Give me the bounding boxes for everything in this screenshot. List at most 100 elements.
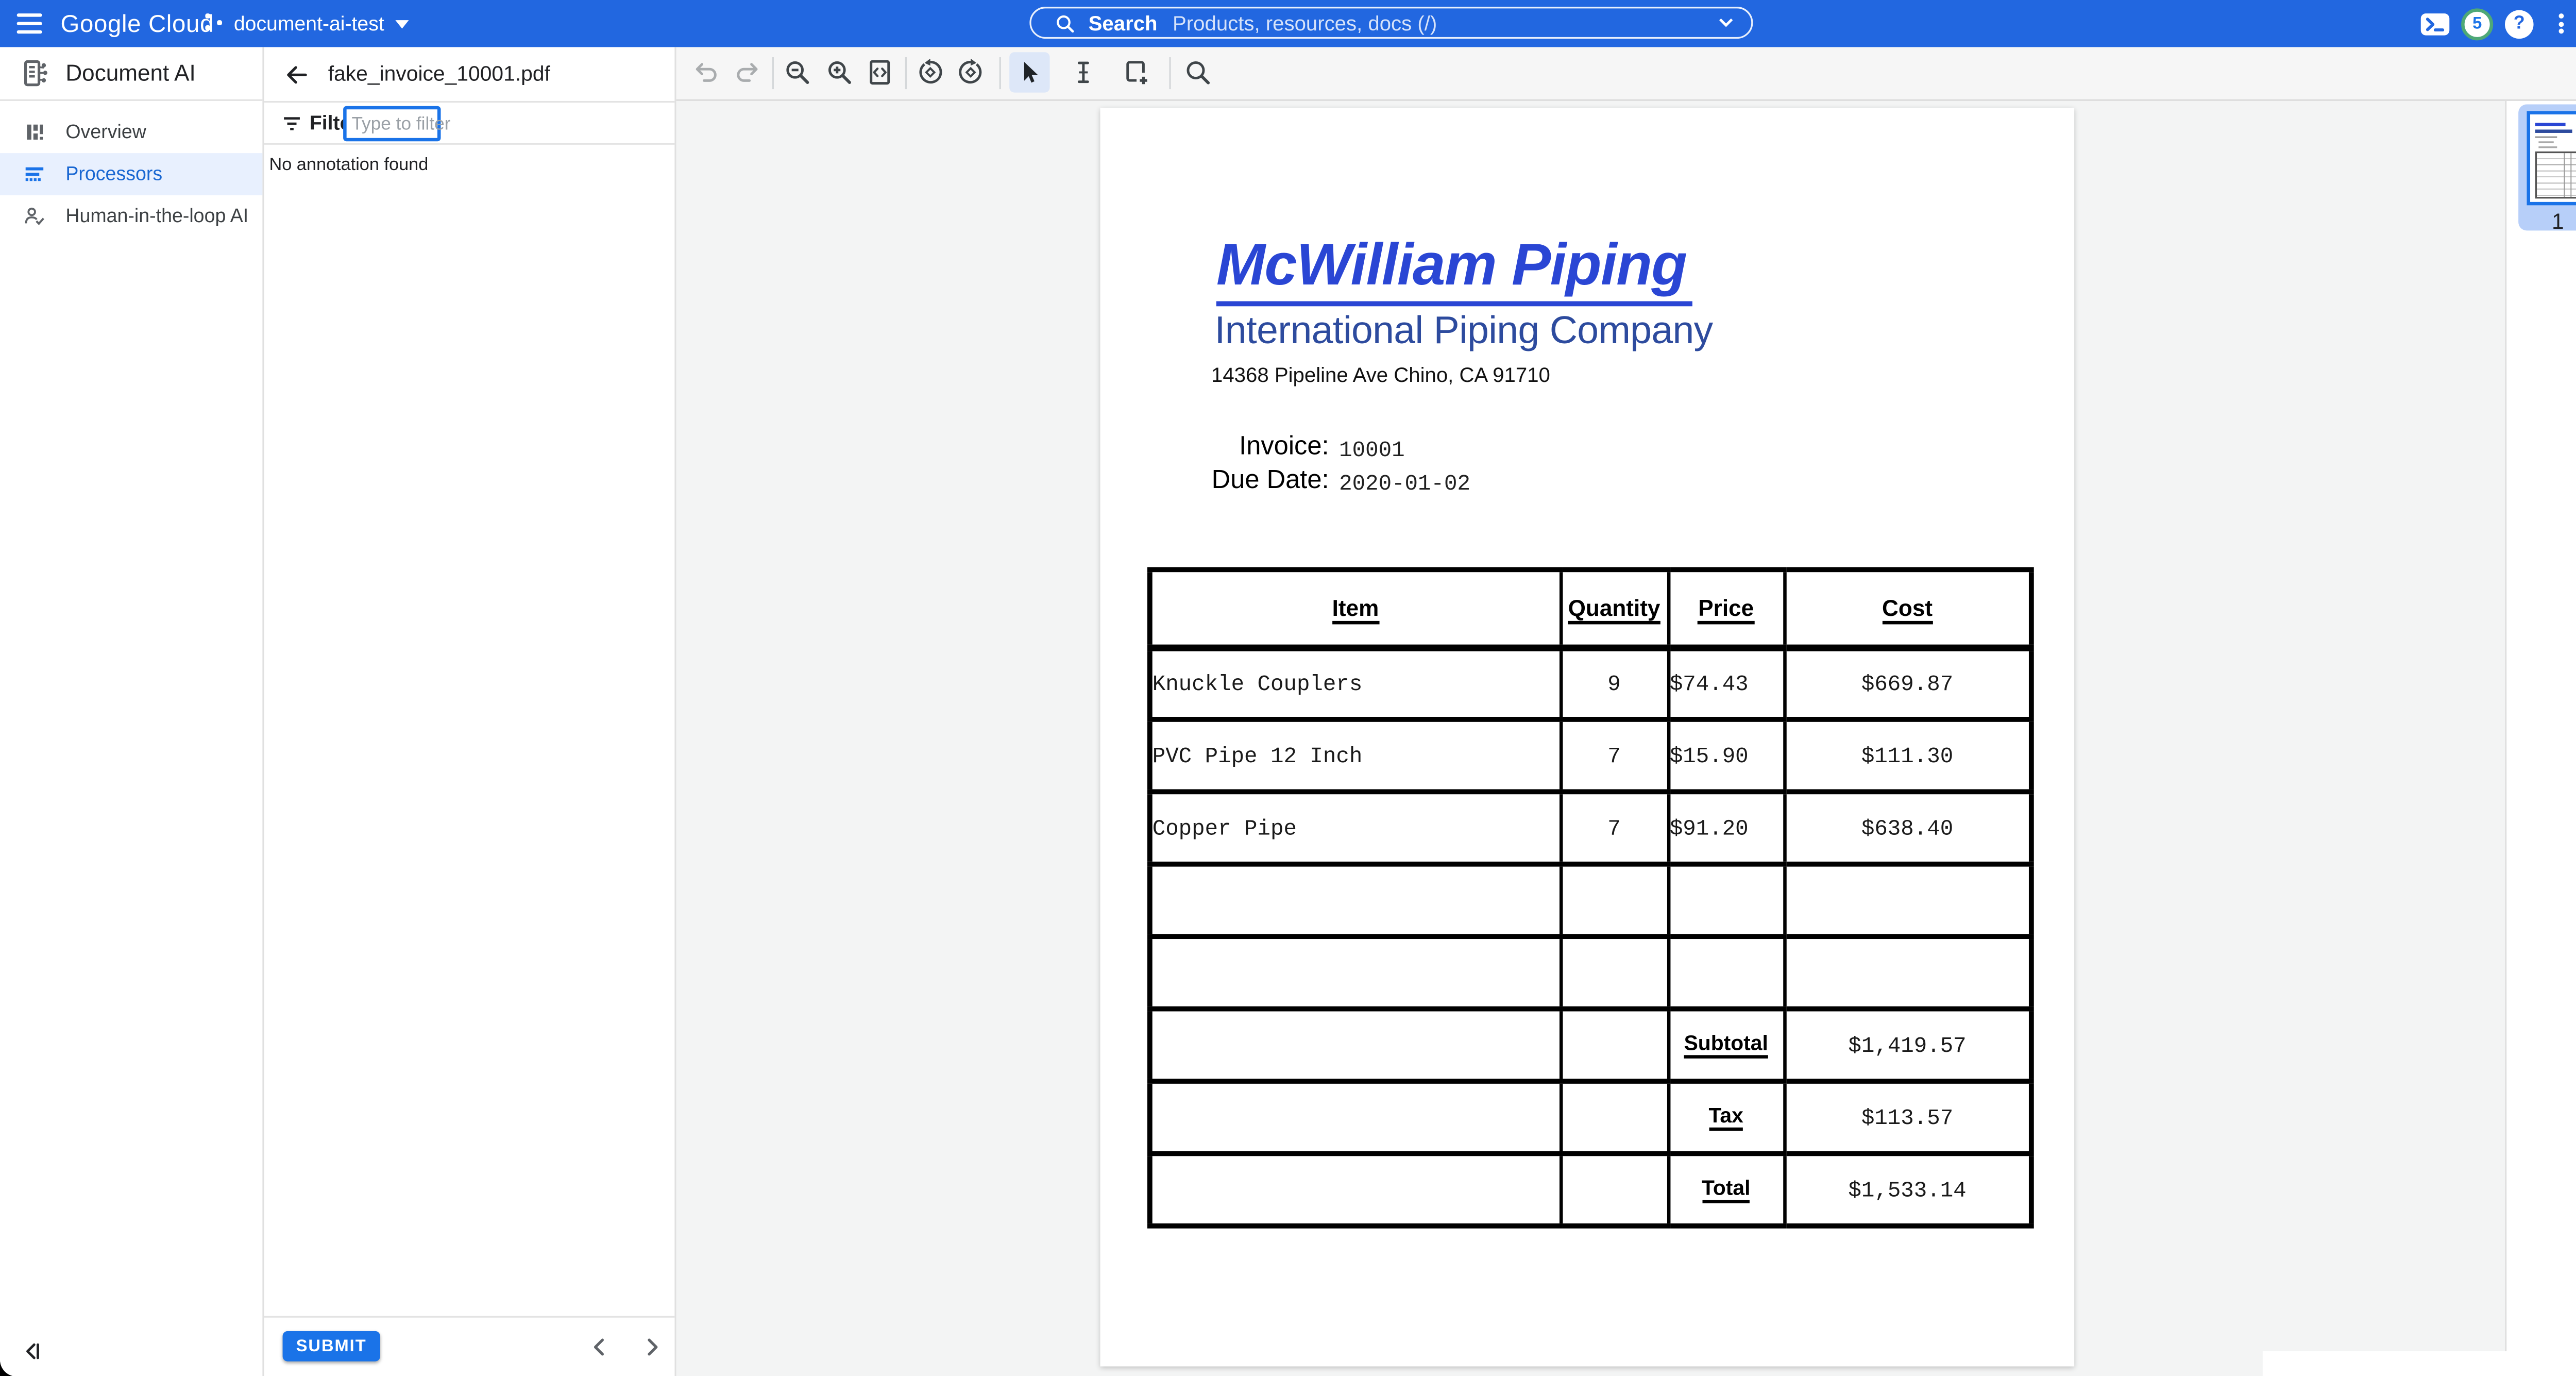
due-date-value: 2020-01-02: [1339, 470, 1470, 496]
invoice-total-row: Tax $113.57: [1148, 1079, 2033, 1156]
google-cloud-logo[interactable]: Google Cloud: [60, 11, 214, 38]
invoice-cell: [1558, 934, 1670, 1012]
invoice-cell: Subtotal: [1666, 1006, 1786, 1084]
page-thumbnail[interactable]: 1: [2518, 104, 2576, 234]
search-input[interactable]: Search Products, resources, docs (/): [1029, 7, 1753, 39]
filter-input[interactable]: Type to filter: [343, 106, 450, 142]
collapse-panel-icon[interactable]: [17, 1338, 47, 1365]
filter-icon: [284, 116, 300, 129]
search-document-icon[interactable]: [1178, 52, 1218, 92]
processors-icon: [25, 167, 44, 181]
invoice-cell: [1558, 861, 1670, 939]
invoice-cell: [1558, 1006, 1670, 1084]
invoice-column-header: Item: [1148, 567, 1562, 651]
cloud-shell-icon: [2420, 12, 2450, 35]
sidebar-item-label: Human-in-the-loop AI: [65, 206, 249, 227]
invoice-table-head: Item Quantity Price Cost: [1148, 567, 2033, 651]
invoice-address: 14368 Pipeline Ave Chino, CA 91710: [1211, 363, 1550, 388]
overlay-panel: [2262, 1351, 2576, 1376]
invoice-item-row: [1148, 934, 2033, 1012]
human-in-the-loop-icon: [25, 207, 44, 225]
sidebar-item-overview[interactable]: Overview: [0, 111, 262, 154]
help-button[interactable]: ?: [2498, 0, 2540, 47]
search-icon: [1057, 14, 1074, 32]
document-filename: fake_invoice_10001.pdf: [328, 62, 550, 86]
invoice-cell: [1558, 1079, 1670, 1156]
sidebar-item-label: Overview: [65, 122, 146, 142]
invoice-cell: Tax: [1666, 1079, 1786, 1156]
invoice-cell: Knuckle Couplers: [1148, 644, 1562, 722]
rotate-right-icon[interactable]: [951, 52, 991, 92]
more-vert-icon: [2558, 11, 2564, 37]
cloud-shell-button[interactable]: [2414, 0, 2456, 47]
fit-width-icon[interactable]: [860, 52, 900, 92]
search-placeholder: Products, resources, docs (/): [1173, 11, 1437, 35]
product-title: Document AI: [0, 47, 263, 101]
search-label: Search: [1088, 11, 1158, 35]
zoom-out-icon[interactable]: [777, 52, 818, 92]
project-name: document-ai-test: [233, 11, 384, 36]
viewer-toolbar: [676, 47, 2576, 101]
invoice-cell: [1666, 861, 1786, 939]
product-title-label: Document AI: [65, 60, 196, 86]
page-thumbnail-image: [2527, 111, 2576, 206]
chevron-down-icon[interactable]: [1718, 17, 1735, 29]
invoice-cell: [1148, 1006, 1562, 1084]
invoice-item-row: [1148, 861, 2033, 939]
invoice-cell: $91.20: [1666, 789, 1786, 867]
sidebar-item-processors[interactable]: Processors: [0, 153, 263, 195]
more-options-button[interactable]: [2540, 0, 2576, 47]
select-cursor-icon[interactable]: [1009, 52, 1050, 93]
invoice-table-body: Knuckle Couplers 9 $74.43 $669.87 PVC Pipe 1…: [1148, 644, 2033, 1229]
invoice-item-row: Copper Pipe 7 $91.20 $638.40: [1148, 789, 2033, 867]
invoice-cell: $111.30: [1782, 717, 2033, 795]
invoice-cell: [1782, 861, 2033, 939]
back-button[interactable]: [274, 52, 318, 96]
document-header: fake_invoice_10001.pdf: [264, 47, 675, 103]
notifications-button[interactable]: 5: [2456, 0, 2498, 47]
invoice-cell: 9: [1558, 644, 1670, 722]
chevron-left-icon: [593, 1337, 603, 1355]
invoice-company-subtitle: International Piping Company: [1214, 308, 1714, 352]
submit-button[interactable]: SUBMIT: [282, 1331, 380, 1362]
sidebar-item-human-in-the-loop[interactable]: Human-in-the-loop AI: [0, 195, 262, 238]
invoice-cell: 7: [1558, 717, 1670, 795]
empty-annotations-message: No annotation found: [269, 155, 429, 175]
text-select-icon[interactable]: [1063, 52, 1104, 92]
invoice-cell: $1,419.57: [1782, 1006, 2033, 1084]
add-region-icon[interactable]: [1115, 52, 1156, 92]
thumbnail-page-number: 1: [2552, 208, 2564, 234]
invoice-cell: $113.57: [1782, 1079, 2033, 1156]
invoice-cell: $669.87: [1782, 644, 2033, 722]
due-date-label: Due Date:: [1211, 466, 1329, 495]
invoice-cell: $74.43: [1666, 644, 1786, 722]
undo-icon[interactable]: [686, 52, 726, 92]
rotate-left-icon[interactable]: [910, 52, 951, 92]
invoice-item-row: Knuckle Couplers 9 $74.43 $669.87: [1148, 644, 2033, 722]
invoice-company-name: McWilliam Piping: [1216, 232, 1692, 307]
invoice-cell: [1666, 934, 1786, 1012]
pdf-page: McWilliam Piping International Piping Co…: [1100, 107, 2075, 1367]
invoice-cell: [1148, 934, 1562, 1012]
next-page-button[interactable]: [636, 1331, 666, 1362]
zoom-in-icon[interactable]: [819, 52, 859, 92]
chevron-down-icon: [396, 19, 410, 28]
sidebar: Document AI Overview Processors: [0, 47, 264, 1376]
filter-row: Filter Type to filter: [264, 103, 675, 145]
back-arrow-icon: [286, 65, 307, 83]
total-label: Total: [1701, 1176, 1751, 1204]
invoice-cell: Total: [1666, 1151, 1786, 1229]
invoice-cell: [1148, 1079, 1562, 1156]
invoice-total-row: Total $1,533.14: [1148, 1151, 2033, 1229]
notifications-badge: 5: [2461, 7, 2494, 40]
invoice-cell: Copper Pipe: [1148, 789, 1562, 867]
invoice-cell: [1782, 934, 2033, 1012]
previous-page-button[interactable]: [584, 1331, 614, 1362]
project-icon: [205, 13, 224, 33]
menu-icon[interactable]: [16, 13, 42, 34]
project-selector[interactable]: document-ai-test: [205, 8, 410, 39]
topbar-actions: 5 ?: [2414, 0, 2576, 47]
invoice-cell: [1148, 1151, 1562, 1229]
invoice-cell: 7: [1558, 789, 1670, 867]
redo-icon[interactable]: [727, 52, 767, 92]
